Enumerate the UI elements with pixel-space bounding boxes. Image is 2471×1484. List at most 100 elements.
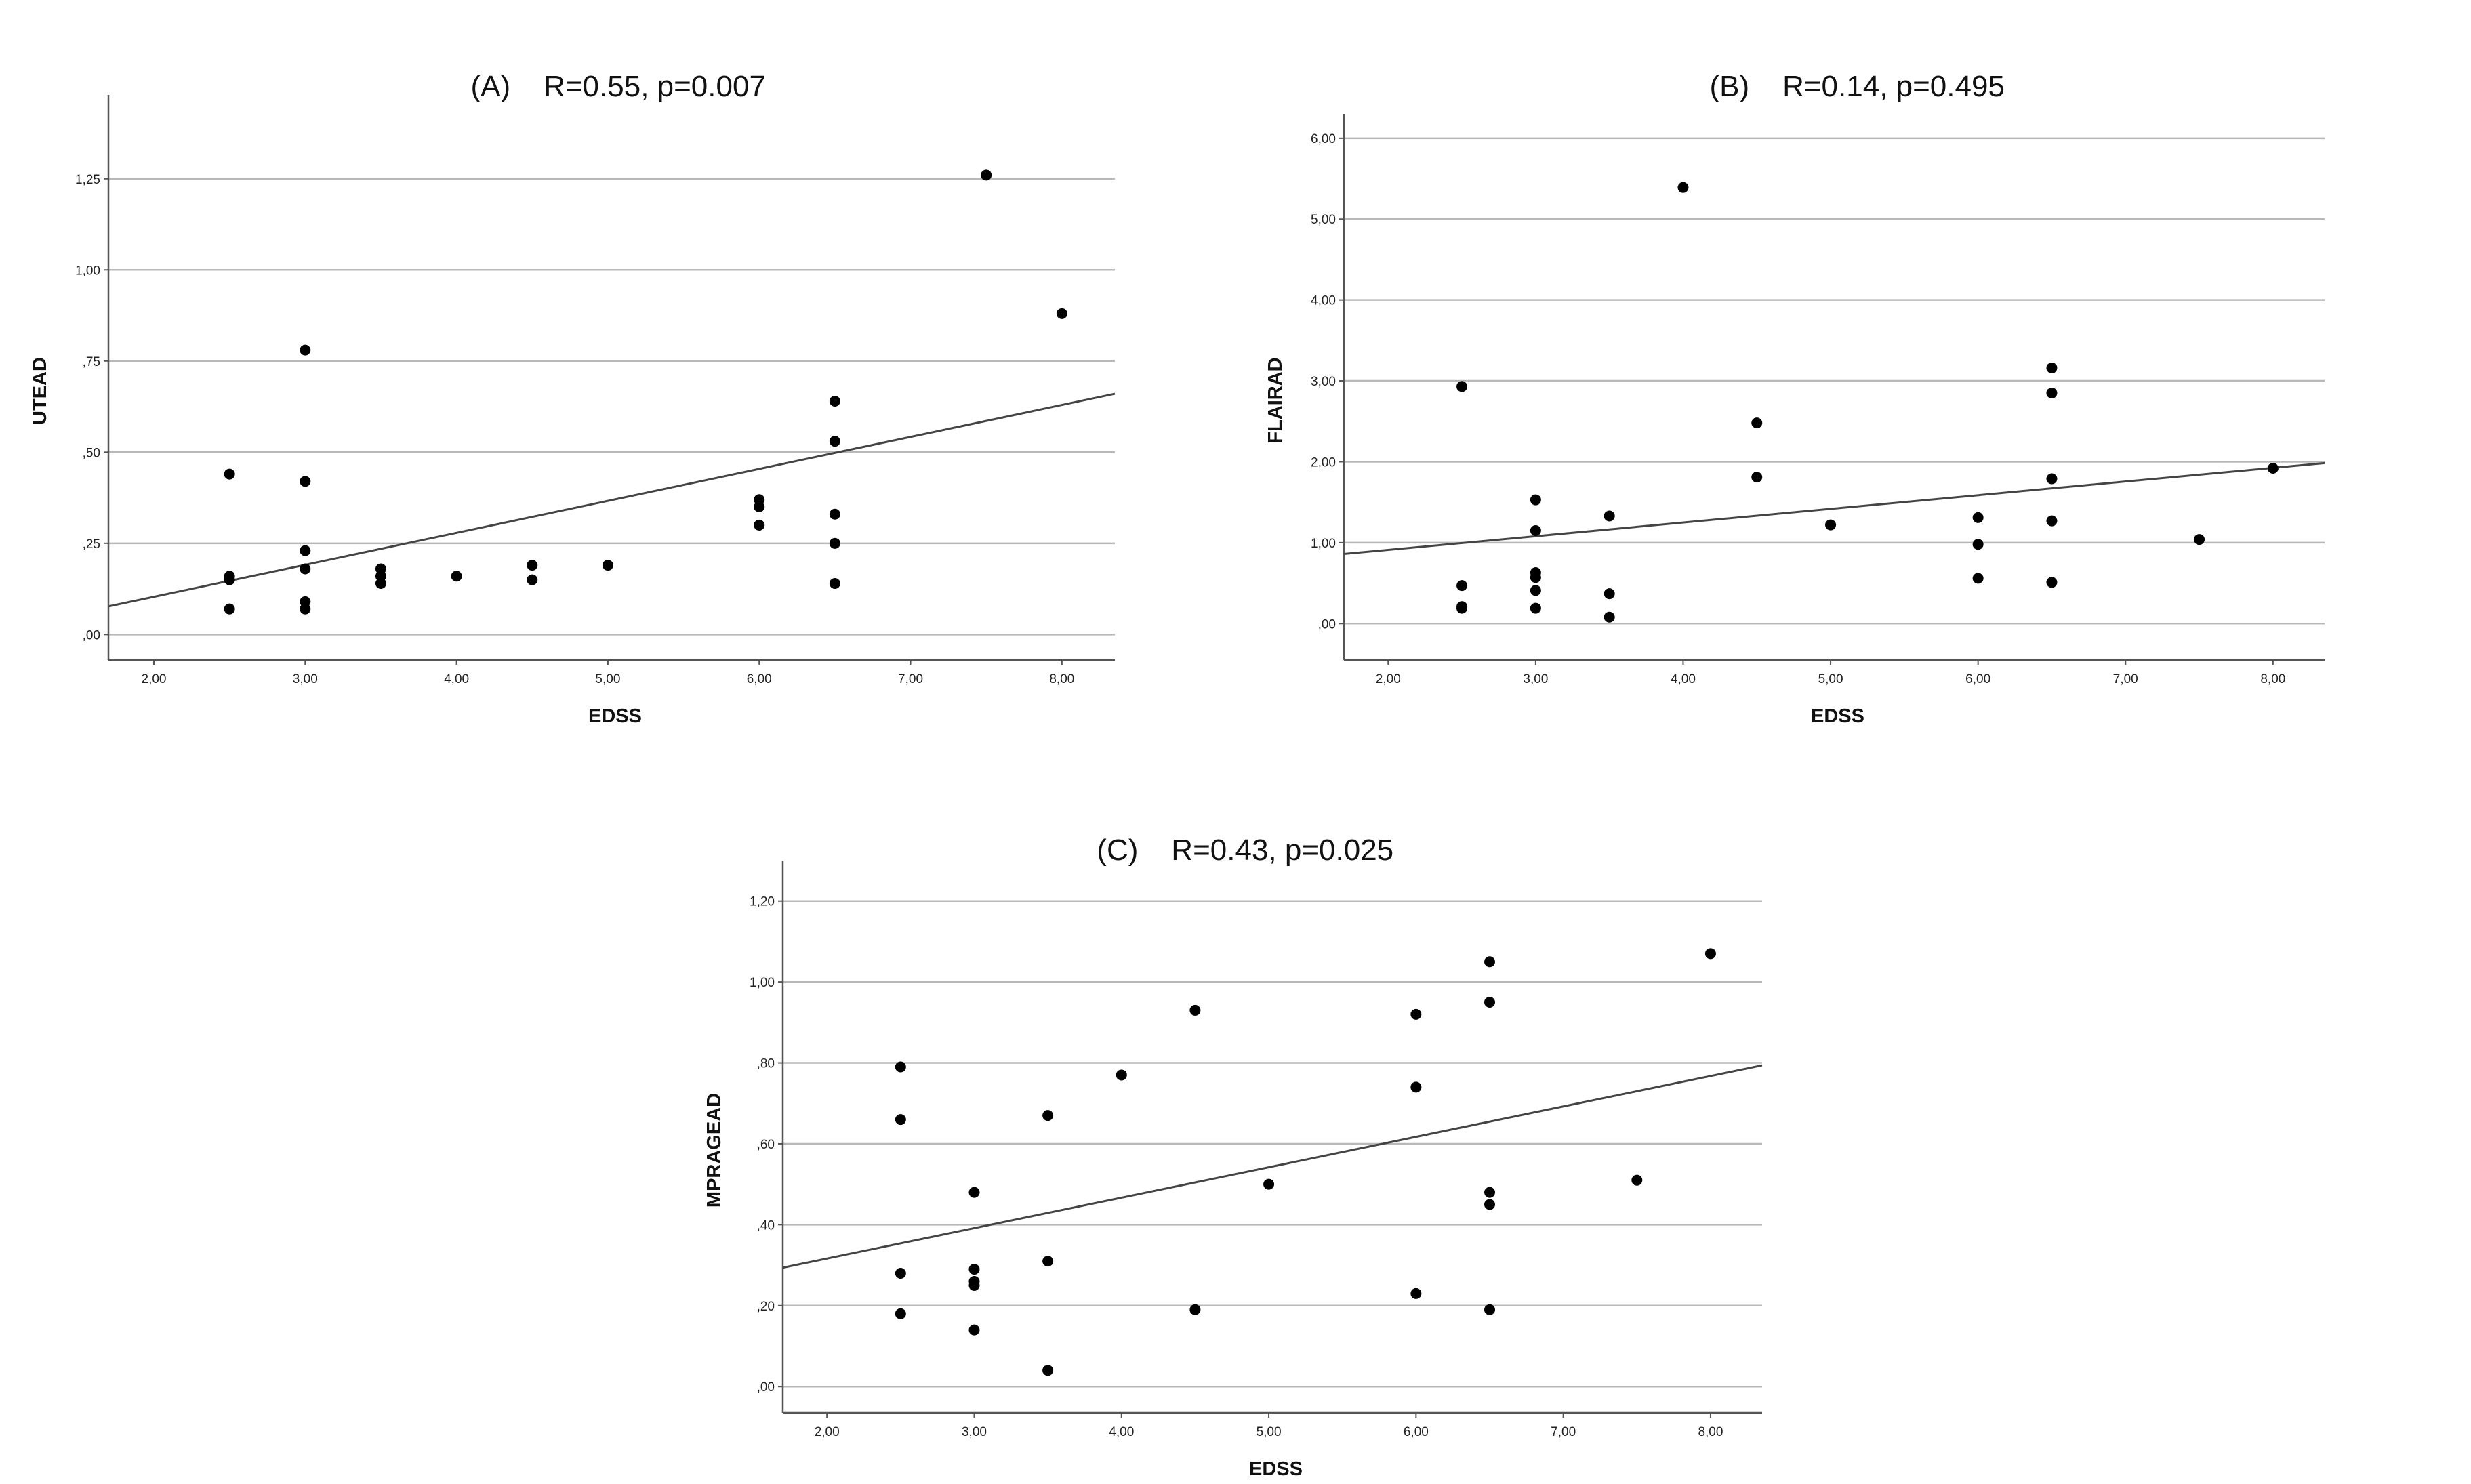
y-tick-label: 1,20 xyxy=(750,895,775,909)
data-point xyxy=(1604,588,1615,600)
data-point xyxy=(2046,473,2058,485)
panel-b-title: (B) R=0.14, p=0.495 xyxy=(1693,36,2005,104)
data-point xyxy=(829,436,840,447)
x-tick-label: 8,00 xyxy=(1698,1425,1723,1439)
y-tick-label: ,20 xyxy=(757,1300,775,1314)
data-point xyxy=(829,508,840,520)
y-tick-label: 3,00 xyxy=(1311,375,1336,389)
data-point xyxy=(1410,1081,1422,1093)
x-tick-label: 2,00 xyxy=(1376,672,1401,686)
y-tick-label: 4,00 xyxy=(1311,294,1336,308)
data-point xyxy=(1410,1287,1422,1299)
y-axis-label: FLAIRAD xyxy=(1265,357,1286,443)
y-tick-label: 1,25 xyxy=(75,173,100,187)
panel-c-label: (C) xyxy=(1097,833,1139,867)
data-point xyxy=(300,344,311,356)
data-point xyxy=(968,1187,980,1198)
data-point xyxy=(1484,956,1496,968)
data-point xyxy=(2267,463,2279,474)
data-point xyxy=(1677,182,1689,193)
data-point xyxy=(300,476,311,487)
data-point xyxy=(2046,515,2058,527)
x-tick-label: 2,00 xyxy=(815,1425,840,1439)
data-point xyxy=(829,395,840,407)
data-point xyxy=(829,578,840,590)
x-tick-label: 6,00 xyxy=(1404,1425,1429,1439)
data-point xyxy=(895,1268,906,1279)
data-point xyxy=(602,560,613,571)
y-tick-label: 5,00 xyxy=(1311,213,1336,227)
x-tick-label: 6,00 xyxy=(747,672,772,686)
data-point xyxy=(300,563,311,575)
data-point xyxy=(2046,387,2058,398)
data-point xyxy=(527,574,538,585)
data-point xyxy=(300,603,311,615)
data-point xyxy=(300,545,311,556)
data-point xyxy=(1530,572,1541,583)
data-point xyxy=(1530,585,1541,596)
data-point xyxy=(1604,510,1615,522)
data-point xyxy=(1263,1178,1275,1190)
panel-a-plot: ,00 ,25 ,50 ,75 1,00 1,25 2,00 3,00 4,00 5,00 6,00… xyxy=(29,95,1116,727)
y-tick-label: 1,00 xyxy=(1311,537,1336,551)
data-point xyxy=(1751,417,1763,429)
panel-b-label: (B) xyxy=(1709,70,1750,103)
x-axis-label: EDSS xyxy=(588,705,642,727)
y-tick-label: ,00 xyxy=(757,1380,775,1395)
data-point xyxy=(1484,1187,1496,1198)
panel-b-plot: ,00 1,00 2,00 3,00 4,00 5,00 6,00 2,00 3,00 4,00 5… xyxy=(1265,114,2325,727)
y-tick-label: ,50 xyxy=(83,446,100,460)
data-point xyxy=(1530,494,1541,506)
data-point xyxy=(1704,948,1716,960)
y-axis-label: UTEAD xyxy=(29,357,51,425)
data-point xyxy=(1631,1174,1643,1186)
data-point xyxy=(1530,602,1541,614)
panel-a-label: (A) xyxy=(470,70,511,103)
data-point xyxy=(1116,1069,1127,1081)
y-tick-label: ,60 xyxy=(757,1138,775,1152)
data-point xyxy=(968,1279,980,1291)
data-point xyxy=(224,468,235,480)
x-tick-label: 3,00 xyxy=(962,1425,987,1439)
x-tick-label: 7,00 xyxy=(2113,672,2138,686)
data-point xyxy=(451,571,462,582)
y-tick-label: ,25 xyxy=(83,537,100,552)
x-axis-label: EDSS xyxy=(1811,705,1864,727)
data-point xyxy=(1530,524,1541,536)
data-point xyxy=(1189,1004,1201,1016)
regression-line xyxy=(108,392,1116,608)
data-point xyxy=(1410,1008,1422,1020)
y-tick-label: 6,00 xyxy=(1311,132,1336,146)
data-point xyxy=(1189,1304,1201,1315)
data-point xyxy=(1456,580,1468,592)
x-tick-label: 4,00 xyxy=(444,672,469,686)
data-point xyxy=(375,578,386,590)
data-point xyxy=(968,1264,980,1275)
panel-c-plot: ,00 ,20 ,40 ,60 ,80 1,00 1,20 2,00 3,00 4,00 5,00 6… xyxy=(703,861,1763,1480)
data-point xyxy=(2046,362,2058,373)
data-point xyxy=(1042,1365,1054,1376)
y-tick-label: ,00 xyxy=(1318,617,1336,632)
x-tick-label: 3,00 xyxy=(1523,672,1548,686)
data-point xyxy=(754,501,765,513)
data-point xyxy=(1825,519,1837,531)
data-point xyxy=(1056,308,1067,319)
x-tick-label: 8,00 xyxy=(2260,672,2285,686)
data-point xyxy=(1042,1256,1054,1267)
y-tick-label: 1,00 xyxy=(750,976,775,990)
y-tick-label: 1,00 xyxy=(75,264,100,278)
x-tick-label: 5,00 xyxy=(1818,672,1843,686)
y-tick-label: ,00 xyxy=(83,628,100,642)
data-point xyxy=(1604,611,1615,623)
data-point xyxy=(895,1061,906,1073)
data-point xyxy=(224,574,235,585)
panel-a-stats: R=0.55, p=0.007 xyxy=(544,70,766,103)
data-point xyxy=(1484,1199,1496,1210)
x-axis-label: EDSS xyxy=(1249,1458,1303,1480)
data-point xyxy=(754,519,765,531)
data-point xyxy=(2046,577,2058,588)
y-tick-label: ,75 xyxy=(83,355,100,369)
data-point xyxy=(1484,1304,1496,1315)
data-point xyxy=(895,1308,906,1319)
